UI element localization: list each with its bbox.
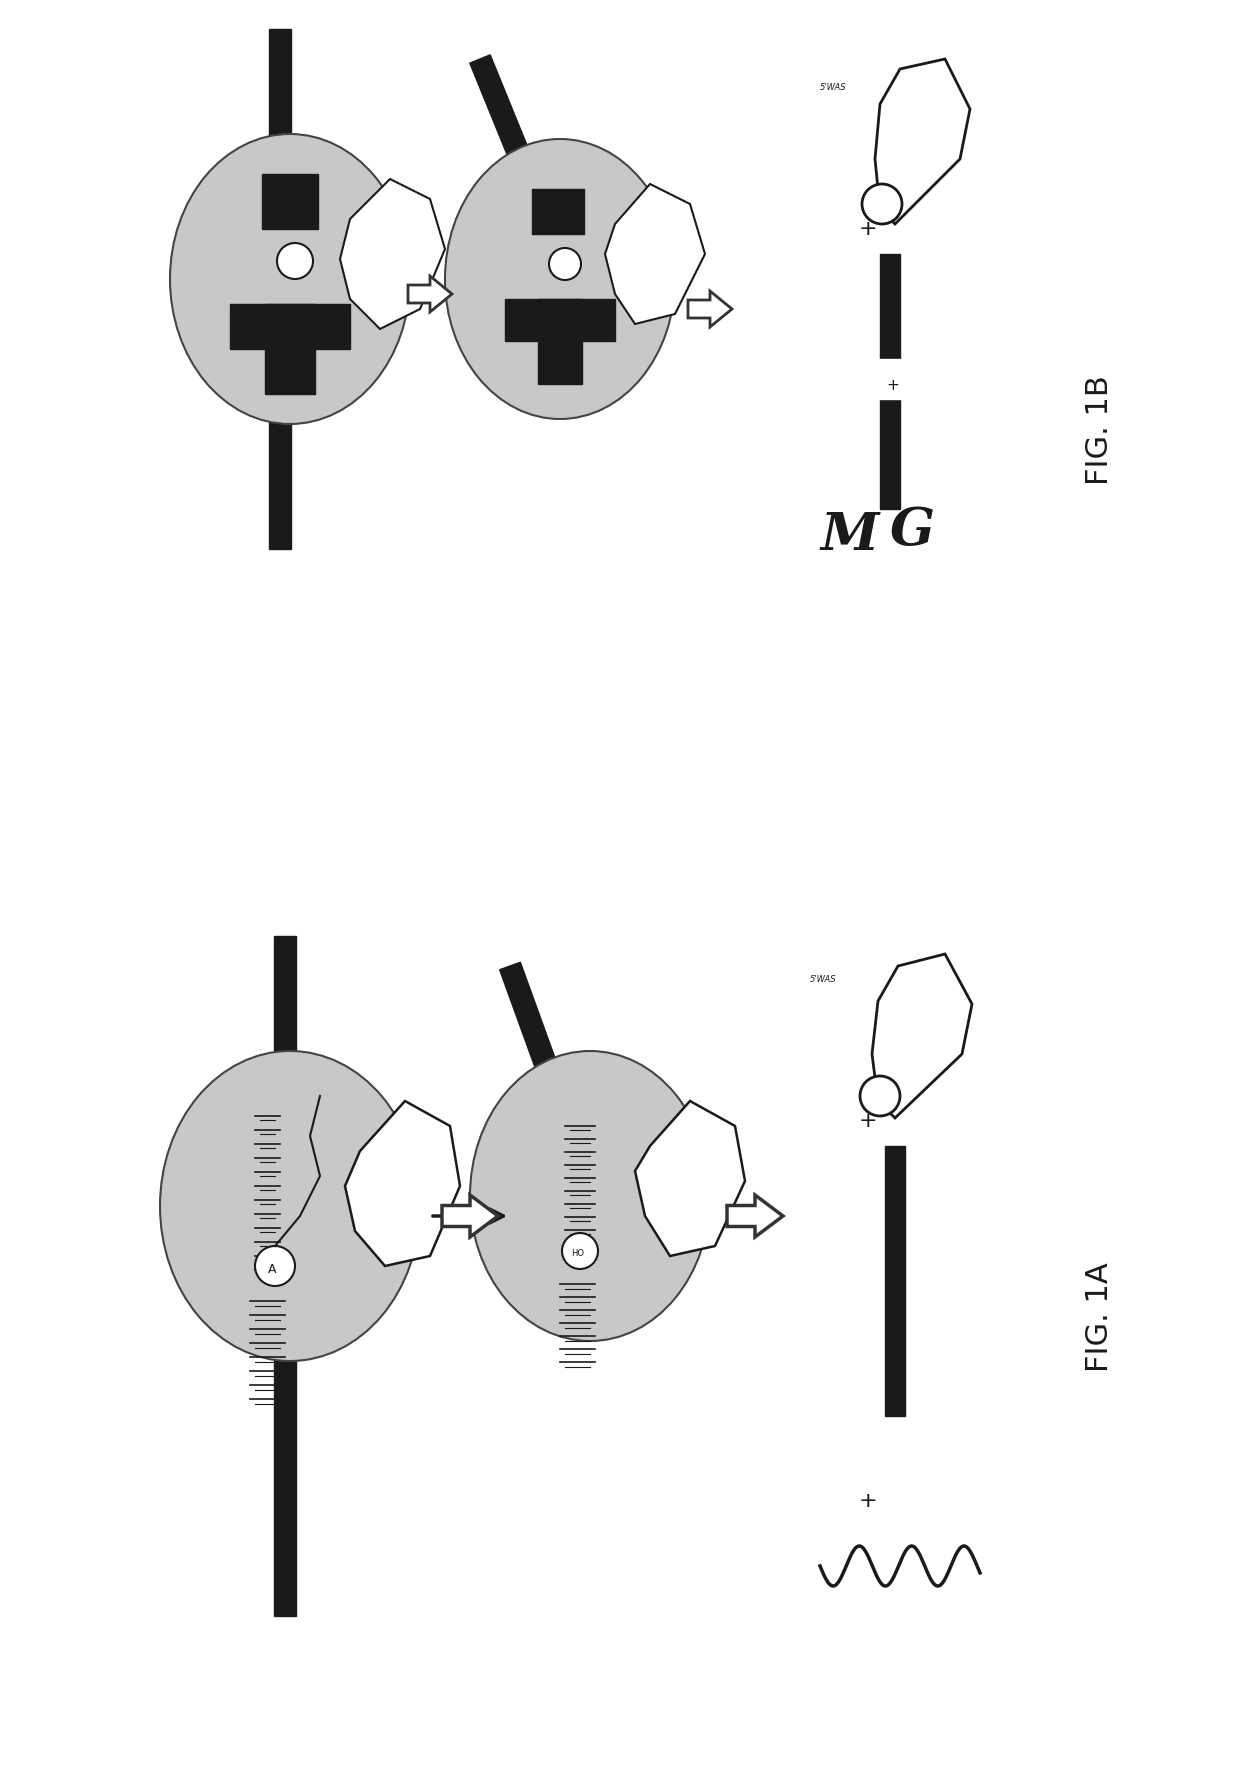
Polygon shape (441, 1195, 498, 1238)
FancyBboxPatch shape (875, 360, 905, 399)
Text: 5'WAS: 5'WAS (820, 83, 847, 92)
Circle shape (549, 248, 582, 280)
Ellipse shape (160, 1051, 420, 1362)
Ellipse shape (445, 140, 675, 420)
FancyBboxPatch shape (274, 936, 296, 1615)
Text: FIG. 1A: FIG. 1A (1085, 1261, 1115, 1371)
Circle shape (862, 184, 901, 225)
FancyBboxPatch shape (262, 176, 317, 230)
Text: A: A (268, 1262, 277, 1277)
Circle shape (277, 245, 312, 280)
Polygon shape (408, 277, 453, 312)
Polygon shape (875, 60, 970, 225)
FancyBboxPatch shape (532, 190, 584, 234)
Circle shape (861, 1076, 900, 1117)
Ellipse shape (470, 1051, 711, 1340)
Polygon shape (500, 963, 625, 1261)
Polygon shape (605, 184, 706, 324)
Ellipse shape (170, 135, 410, 426)
FancyBboxPatch shape (269, 30, 291, 550)
Text: +: + (887, 378, 899, 394)
Text: +: + (858, 218, 878, 239)
Polygon shape (872, 954, 972, 1119)
Text: HO: HO (572, 1248, 584, 1257)
FancyBboxPatch shape (505, 300, 615, 342)
Circle shape (562, 1234, 598, 1269)
Text: +: + (858, 1489, 878, 1511)
Text: FIG. 1B: FIG. 1B (1085, 374, 1115, 484)
Text: +: + (892, 1264, 904, 1280)
Text: M: M (820, 509, 878, 560)
Text: G: G (890, 505, 935, 555)
Circle shape (255, 1246, 295, 1285)
Polygon shape (345, 1101, 460, 1266)
Polygon shape (470, 55, 600, 333)
Text: +: + (858, 1110, 878, 1131)
Polygon shape (340, 179, 445, 330)
Polygon shape (635, 1101, 745, 1257)
Polygon shape (688, 293, 732, 328)
FancyBboxPatch shape (880, 255, 900, 509)
Polygon shape (727, 1195, 782, 1238)
FancyBboxPatch shape (538, 300, 582, 385)
FancyBboxPatch shape (229, 305, 350, 349)
Text: 5'WAS: 5'WAS (810, 975, 837, 984)
FancyBboxPatch shape (265, 305, 315, 395)
FancyBboxPatch shape (885, 1147, 905, 1417)
